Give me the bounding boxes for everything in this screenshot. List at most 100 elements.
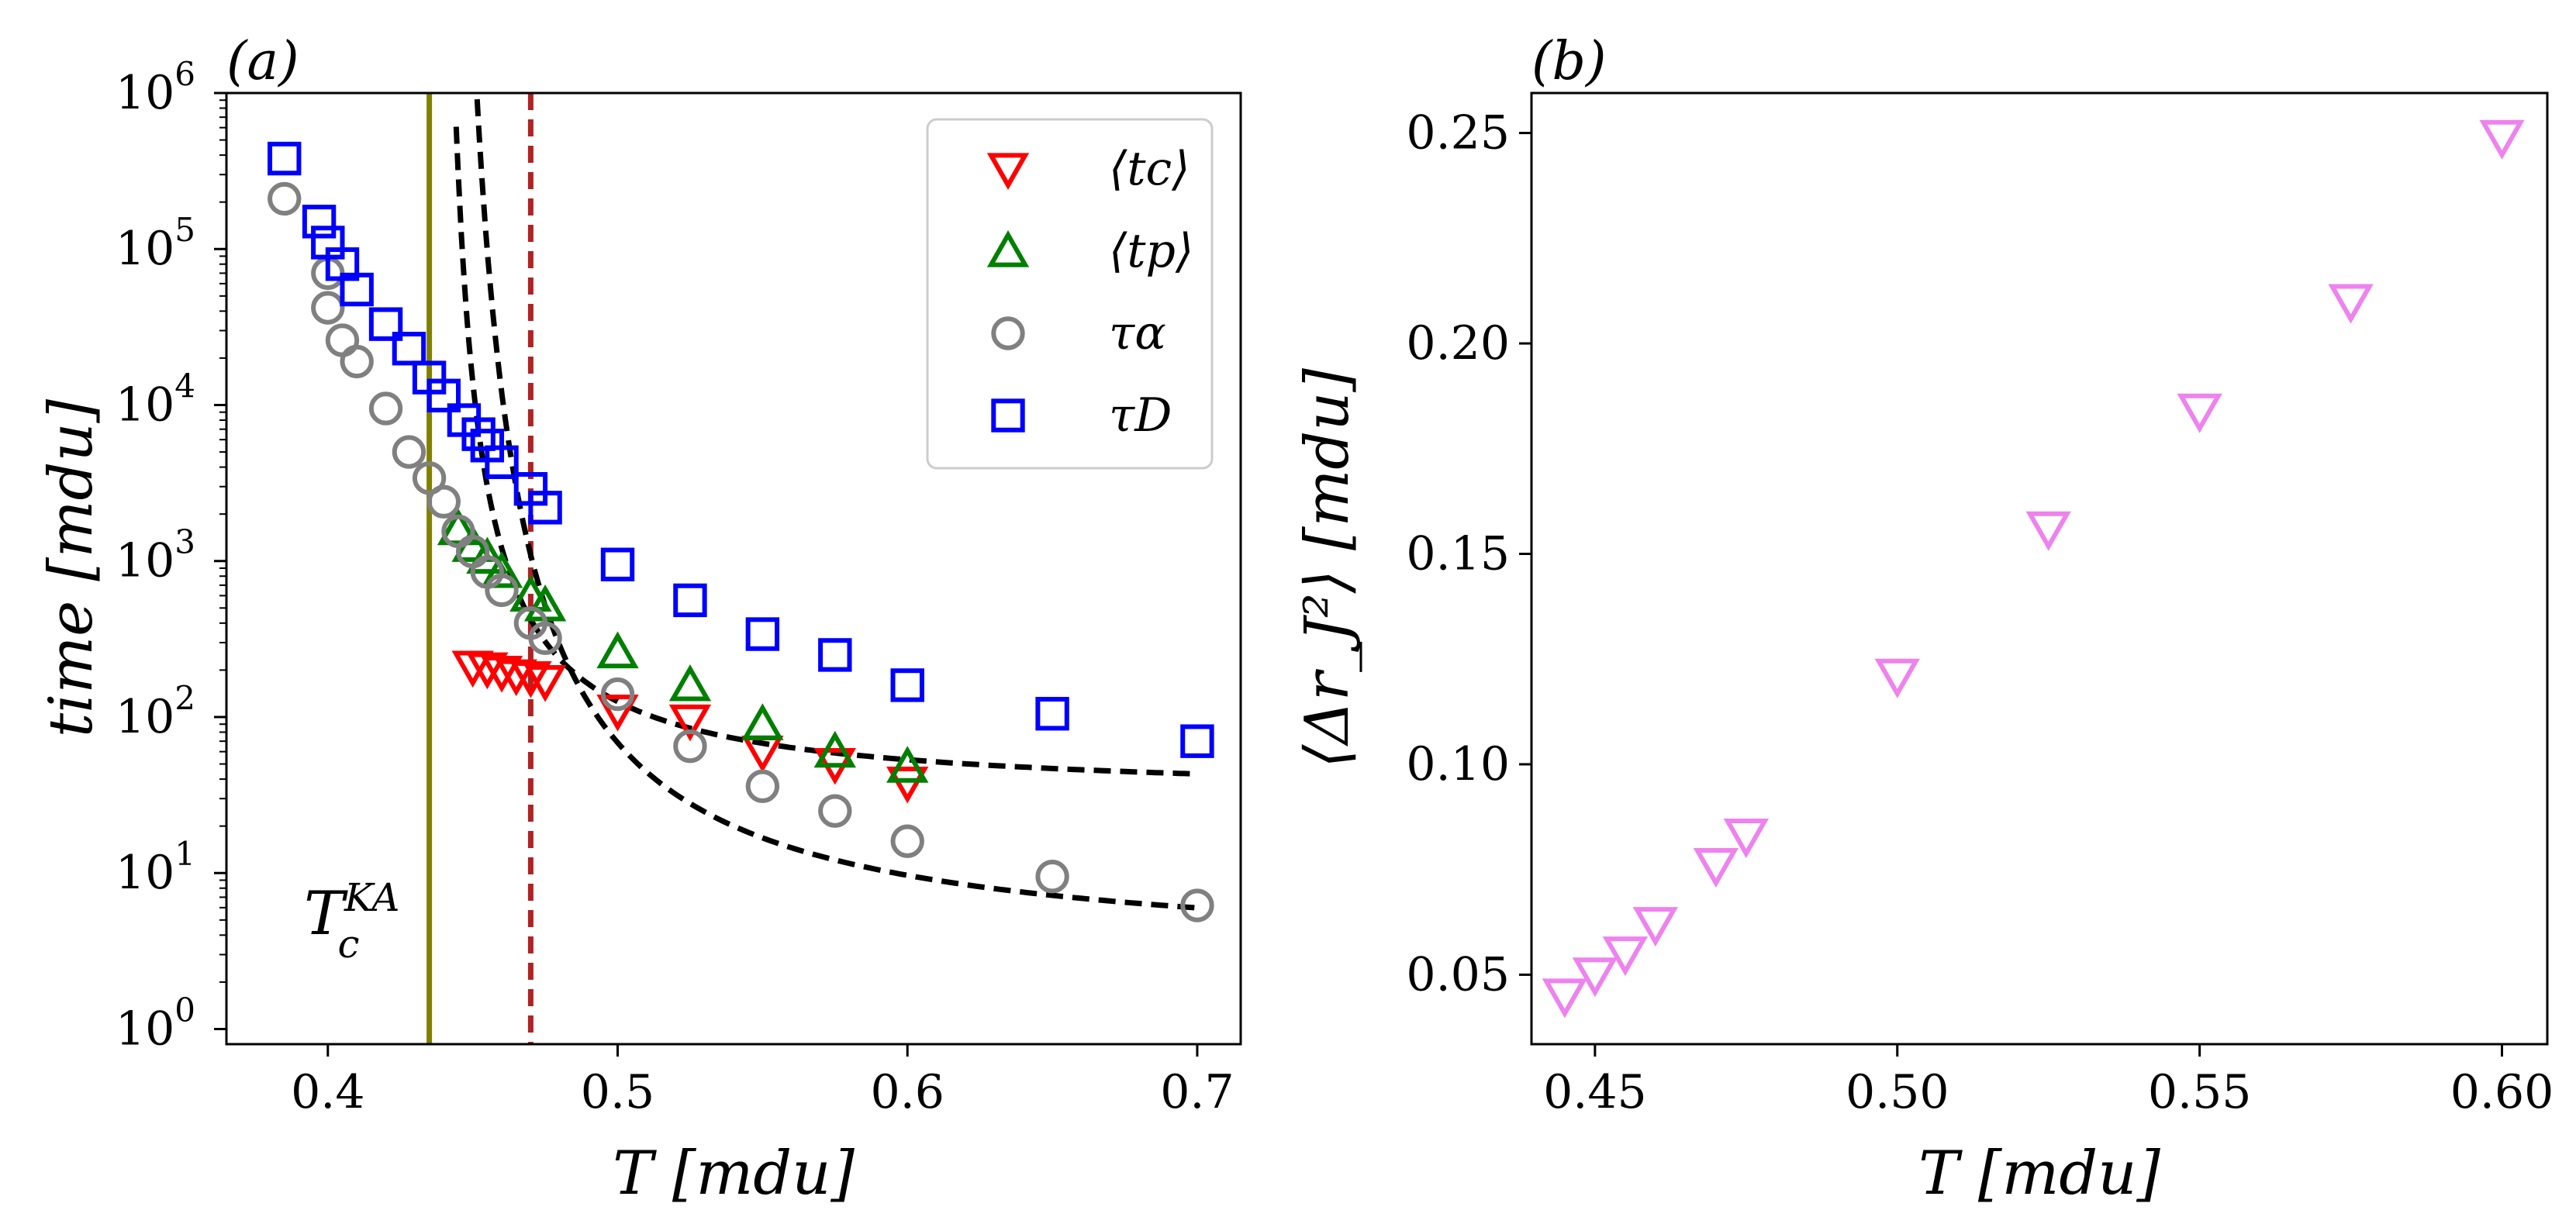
y-tick-base: 10 <box>116 378 174 432</box>
series-2-point <box>311 291 345 325</box>
x-tick-label: 0.5 <box>581 1065 654 1119</box>
y-tick-base: 10 <box>116 1002 174 1056</box>
series-1-point <box>466 536 509 574</box>
series-3-point <box>368 307 403 341</box>
tc-ka-base: T <box>304 879 348 949</box>
y-tick-exp: 3 <box>174 523 195 561</box>
y-tick-label: 103 <box>116 523 195 588</box>
panel-b-y-ticks: 0.05 0.10 0.15 0.20 0.25 <box>1406 106 1531 1002</box>
series-2-point <box>528 621 562 656</box>
b-point <box>1542 978 1588 1019</box>
panel-b-frame <box>1530 91 2549 1046</box>
series-2-point <box>325 323 360 357</box>
legend-marker-1 <box>986 230 1030 267</box>
fit-curve-1 <box>474 98 1198 911</box>
series-1-point <box>668 664 712 702</box>
y-tick-base: 10 <box>116 534 174 588</box>
series-1-point <box>813 730 856 768</box>
series-1-point <box>480 551 523 588</box>
series-3-point <box>1180 724 1214 758</box>
legend-label-2: τα <box>1109 306 1166 360</box>
b-point <box>1572 957 1618 998</box>
legend-box <box>926 118 1214 470</box>
series-2-point <box>1035 860 1069 894</box>
b-x-tick-label: 0.45 <box>1543 1065 1647 1119</box>
panel-b: (b) 0.45 0.50 0.55 0.60 0.05 0.10 0.15 0.20 0.2… <box>1293 31 2554 1208</box>
y-tick-label: 105 <box>116 211 195 276</box>
y-tick-base: 10 <box>116 66 174 120</box>
series-1-point <box>437 508 480 546</box>
series-0-point <box>523 665 567 702</box>
series-2-point <box>1180 888 1214 922</box>
b-point <box>1693 848 1739 888</box>
panel-b-xlabel: T [mdu] <box>1918 1139 2160 1208</box>
b-y-tick-label: 0.20 <box>1406 316 1510 371</box>
y-tick-label: 106 <box>116 55 195 120</box>
series-3-point <box>890 668 924 702</box>
series-3-point <box>340 272 374 307</box>
legend-label-3: τD <box>1109 388 1172 443</box>
y-tick-exp: 5 <box>174 211 195 249</box>
panel-b-ylabel: ⟨Δr_J²⟩ [mdu] <box>1293 368 1362 768</box>
b-y-tick-label: 0.25 <box>1406 106 1510 160</box>
y-tick-base: 10 <box>116 690 174 744</box>
panel-b-label: (b) <box>1531 31 1607 92</box>
panel-b-marks <box>1542 119 2525 1019</box>
series-2-point <box>485 573 519 608</box>
series-2-point <box>368 391 403 426</box>
series-2-point <box>745 769 780 803</box>
panel-a-marks <box>268 141 1214 922</box>
panel-a-lines <box>426 93 1198 1044</box>
series-1-point <box>741 703 784 740</box>
series-3-point <box>745 617 780 651</box>
legend-marker-0 <box>986 153 1030 190</box>
series-3-point <box>528 491 562 525</box>
series-3-point <box>818 638 852 672</box>
series-0-point <box>668 704 712 742</box>
y-tick-exp: 2 <box>174 679 195 717</box>
b-y-tick-label: 0.10 <box>1406 737 1510 791</box>
series-2-point <box>426 484 461 519</box>
series-2-point <box>818 794 852 828</box>
panel-a-label: (a) <box>226 31 299 92</box>
x-tick-label: 0.6 <box>871 1065 944 1119</box>
series-3-point <box>485 445 519 479</box>
series-3-point <box>268 141 302 176</box>
tc-ka-annotation: TKA c <box>304 875 399 967</box>
y-tick-exp: 1 <box>174 835 195 873</box>
series-2-point <box>412 461 447 495</box>
b-point <box>1602 936 1649 977</box>
series-3-point <box>302 205 337 239</box>
series-3-point <box>426 378 461 412</box>
legend: ⟨tc⟩ ⟨tp⟩ τα τD <box>926 118 1214 470</box>
b-point <box>2479 119 2525 160</box>
series-3-point <box>1035 697 1069 731</box>
series-3-point <box>600 547 635 581</box>
y-tick-base: 10 <box>116 222 174 276</box>
b-point <box>1723 819 1769 859</box>
series-1-point <box>596 631 639 669</box>
series-2-point <box>890 824 924 858</box>
legend-marker-3 <box>991 398 1025 433</box>
series-0-point <box>480 656 523 693</box>
series-3-point <box>392 332 426 366</box>
series-2-point <box>600 677 635 712</box>
y-tick-base: 10 <box>116 846 174 900</box>
y-tick-label: 101 <box>116 835 195 900</box>
b-x-tick-label: 0.50 <box>1846 1065 1949 1119</box>
y-tick-exp: 4 <box>174 367 195 405</box>
b-point <box>1874 658 1920 698</box>
series-2-point <box>268 181 302 216</box>
fit-curve-0 <box>453 126 1197 777</box>
series-3-point <box>461 417 496 451</box>
b-x-tick-label: 0.60 <box>2450 1065 2554 1119</box>
b-x-tick-label: 0.55 <box>2148 1065 2252 1119</box>
panel-a-ylabel: time [mdu] <box>36 398 106 737</box>
legend-label-1: ⟨tp⟩ <box>1109 224 1193 278</box>
series-0-point <box>886 766 929 804</box>
y-tick-label: 102 <box>116 679 195 744</box>
y-tick-exp: 6 <box>174 55 195 93</box>
